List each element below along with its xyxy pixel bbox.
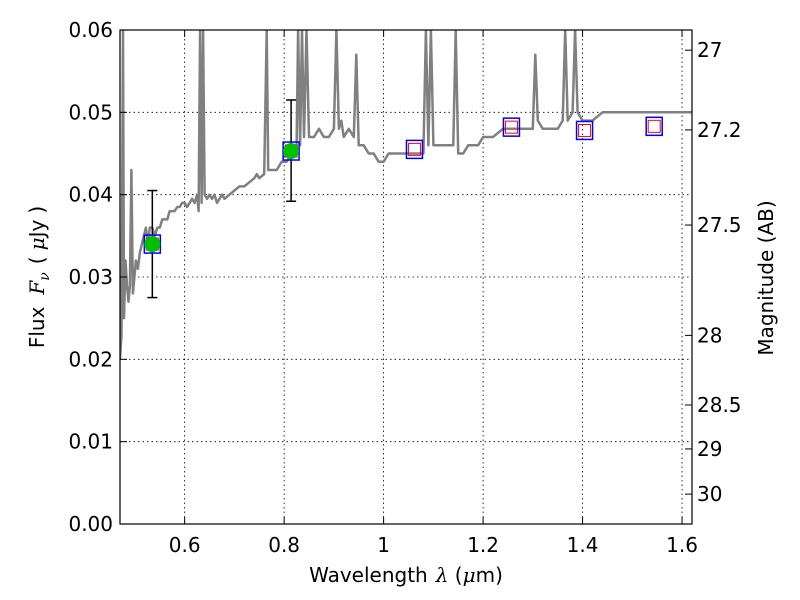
y-tick-label: 0.06 xyxy=(68,18,113,42)
y-tick-label: 0.03 xyxy=(68,265,113,289)
spectrum-series xyxy=(120,30,692,360)
x-tick-label: 0.8 xyxy=(268,533,300,557)
observed-point xyxy=(283,143,300,160)
right-tick-label: 27.2 xyxy=(697,118,742,142)
model-point xyxy=(405,139,424,160)
y-tick-label: 0.00 xyxy=(68,512,113,536)
y-axis-label-symbol: F xyxy=(25,280,49,296)
x-axis-label-word: Wavelength xyxy=(309,563,428,587)
y-axis-label-open: ( xyxy=(25,256,49,264)
ticks-layer: 0.6 0.8 1 1.2 1.4 1.6 0.00 0.01 0.02 0.03 0.04 0.05… xyxy=(68,18,741,557)
x-tick-label: 1.4 xyxy=(567,533,599,557)
model-point-inner xyxy=(504,120,518,134)
x-axis-label-open: ( xyxy=(448,563,462,587)
right-tick-label: 27 xyxy=(697,38,722,62)
y-tick-label: 0.01 xyxy=(68,430,113,454)
y-axis-label-mu: μ xyxy=(25,237,49,250)
y-axis-label-left: Flux Fν ( μJy) xyxy=(25,206,53,348)
y-tick-label: 0.04 xyxy=(68,183,113,207)
model-point-inner xyxy=(647,119,661,133)
spectrum-line xyxy=(120,30,692,360)
right-tick-label: 28.5 xyxy=(697,393,742,417)
x-axis-label: Wavelength λ (μm) xyxy=(309,563,503,587)
x-tick-label: 1.2 xyxy=(467,533,499,557)
model-point xyxy=(502,117,521,137)
markers-layer xyxy=(143,99,663,299)
right-tick-label: 30 xyxy=(697,482,722,506)
right-tick-label: 29 xyxy=(697,437,722,461)
x-axis-label-unit: m) xyxy=(476,563,503,587)
right-tick-label: 27.5 xyxy=(697,213,742,237)
y-axis-label-close: ) xyxy=(25,206,49,214)
right-tick-label: 28 xyxy=(697,323,722,347)
x-tick-label: 1.6 xyxy=(666,533,698,557)
x-tick-label: 1 xyxy=(377,533,390,557)
observed-point xyxy=(144,236,161,253)
y-tick-label: 0.05 xyxy=(68,100,113,124)
model-point xyxy=(645,116,663,137)
y-tick-label: 0.02 xyxy=(68,347,113,371)
x-tick-label: 0.6 xyxy=(169,533,201,557)
y-axis-label-unit: Jy xyxy=(25,219,49,239)
x-axis-label-symbol: λ xyxy=(435,563,449,587)
x-axis-label-mu: μ xyxy=(463,563,476,587)
model-point-inner xyxy=(407,142,421,156)
y-axis-label-right: Magnitude (AB) xyxy=(754,200,778,355)
model-point-inner xyxy=(578,123,592,137)
y-axis-label-word: Flux xyxy=(25,306,49,348)
model-point xyxy=(575,120,594,141)
y-axis-label-subscript: ν xyxy=(37,272,53,281)
